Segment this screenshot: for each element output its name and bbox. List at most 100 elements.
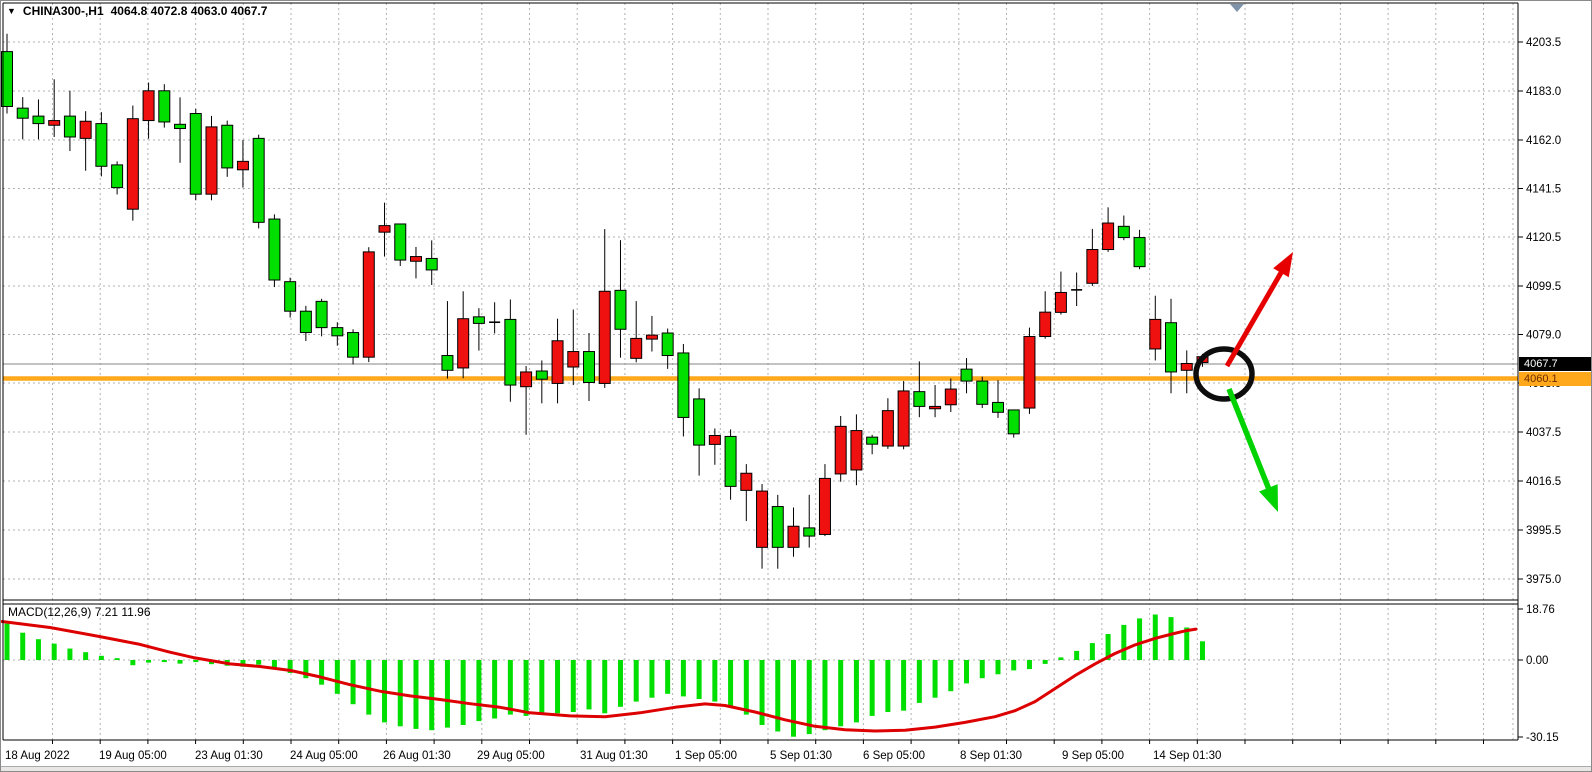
price-axis-label: 4162.0	[1526, 135, 1561, 147]
bear-candle	[1023, 336, 1036, 409]
price-axis-label: 4079.0	[1526, 330, 1561, 342]
bull-candle	[677, 352, 690, 418]
bull-candle	[724, 435, 737, 487]
bull-candle	[32, 115, 45, 125]
collapse-icon[interactable]: ▼	[7, 6, 16, 16]
macd-histogram-bar	[838, 660, 844, 727]
macd-axis-label: 0.00	[1526, 655, 1548, 667]
bull-candle	[252, 137, 265, 223]
bull-candle	[913, 391, 926, 407]
time-axis-label: 6 Sep 05:00	[863, 750, 925, 762]
price-axis-label: 4037.5	[1526, 427, 1561, 439]
macd-histogram-bar	[287, 660, 293, 673]
bear-candle	[378, 225, 391, 233]
macd-histogram-bar	[193, 660, 199, 663]
macd-axis-label: -30.15	[1526, 732, 1559, 744]
annotation-arrow-up[interactable]	[1224, 268, 1285, 368]
macd-histogram-bar	[696, 660, 702, 699]
macd-histogram-bar	[1089, 643, 1095, 660]
bear-candle	[756, 490, 769, 548]
macd-histogram-bar	[271, 660, 277, 669]
macd-histogram-bar	[1105, 634, 1111, 660]
bull-candle	[976, 380, 989, 405]
bull-candle	[425, 257, 438, 271]
macd-histogram-bar	[161, 660, 167, 663]
bull-candle	[693, 398, 706, 446]
bear-candle	[929, 405, 942, 410]
bull-candle	[174, 123, 187, 130]
macd-histogram-bar	[413, 660, 419, 729]
bear-candle	[79, 120, 92, 139]
bull-candle	[1165, 322, 1178, 373]
macd-histogram-bar	[680, 660, 686, 697]
bear-candle	[630, 337, 643, 359]
time-axis-label: 8 Sep 01:30	[960, 750, 1022, 762]
macd-histogram-bar	[555, 660, 561, 714]
macd-histogram-bar	[602, 660, 608, 714]
time-axis-label: 9 Sep 05:00	[1062, 750, 1124, 762]
bear-candle	[520, 371, 533, 388]
hline-price-badge[interactable]: 4060.1	[1519, 372, 1592, 386]
bull-candle	[991, 401, 1004, 413]
bear-candle	[567, 351, 580, 368]
bear-candle	[708, 434, 721, 445]
macd-histogram-bar	[853, 660, 859, 723]
annotation-circle[interactable]	[1193, 346, 1255, 402]
time-axis-label: 31 Aug 01:30	[580, 750, 648, 762]
pane-separator[interactable]	[3, 600, 1518, 604]
bear-candle	[362, 251, 375, 358]
bull-candle	[1, 51, 13, 107]
bear-candle	[48, 120, 61, 126]
macd-histogram-bar	[476, 660, 482, 722]
macd-histogram-bar	[916, 660, 922, 703]
macd-histogram-bar	[20, 632, 26, 660]
macd-histogram-bar	[1137, 618, 1143, 660]
macd-histogram-bar	[539, 660, 545, 715]
bear-candle	[126, 118, 139, 210]
macd-axis-label: 18.76	[1526, 604, 1555, 616]
macd-histogram-bar	[570, 660, 576, 712]
price-axis-label: 3975.0	[1526, 574, 1561, 586]
time-axis-label: 24 Aug 05:00	[290, 750, 358, 762]
bull-candle	[299, 310, 312, 334]
macd-histogram-bar	[98, 655, 104, 660]
annotation-arrow-up-head[interactable]	[1273, 252, 1293, 278]
annotation-arrow-down-head[interactable]	[1259, 484, 1278, 512]
macd-histogram-bar	[948, 660, 954, 692]
macd-histogram-bar	[177, 660, 183, 664]
macd-histogram-bar	[303, 660, 309, 679]
bear-candle	[1180, 362, 1193, 371]
macd-histogram-bar	[1168, 617, 1174, 660]
macd-histogram-bar	[665, 660, 671, 694]
chart-shift-marker-icon[interactable]	[1230, 4, 1244, 12]
bull-candle	[1117, 225, 1130, 239]
bull-candle	[331, 327, 344, 337]
macd-histogram-bar	[67, 648, 73, 660]
bull-candle	[1007, 409, 1020, 435]
macd-histogram-bar	[885, 660, 891, 712]
bull-candle	[504, 318, 517, 386]
macd-histogram-bar	[586, 660, 592, 710]
bull-candle	[16, 107, 29, 119]
bear-candle	[645, 334, 658, 340]
bull-candle	[614, 289, 627, 330]
macd-histogram-bar	[350, 660, 356, 705]
bear-candle	[881, 410, 894, 447]
bear-candle	[787, 525, 800, 548]
macd-histogram-bar	[256, 660, 262, 665]
bear-candle	[457, 318, 470, 369]
bull-candle	[960, 368, 973, 382]
bear-candle	[142, 90, 155, 122]
macd-histogram-bar	[822, 660, 828, 731]
annotation-arrow-down[interactable]	[1226, 387, 1273, 492]
symbol-timeframe-label: CHINA300-,H1	[22, 4, 104, 18]
macd-histogram-bar	[1121, 624, 1127, 660]
bear-candle	[409, 256, 422, 262]
bull-candle	[111, 164, 124, 189]
macd-histogram-bar	[775, 660, 781, 732]
price-axis-label: 4203.5	[1526, 37, 1561, 49]
price-axis-label: 4016.5	[1526, 476, 1561, 488]
macd-histogram-bar	[712, 660, 718, 702]
